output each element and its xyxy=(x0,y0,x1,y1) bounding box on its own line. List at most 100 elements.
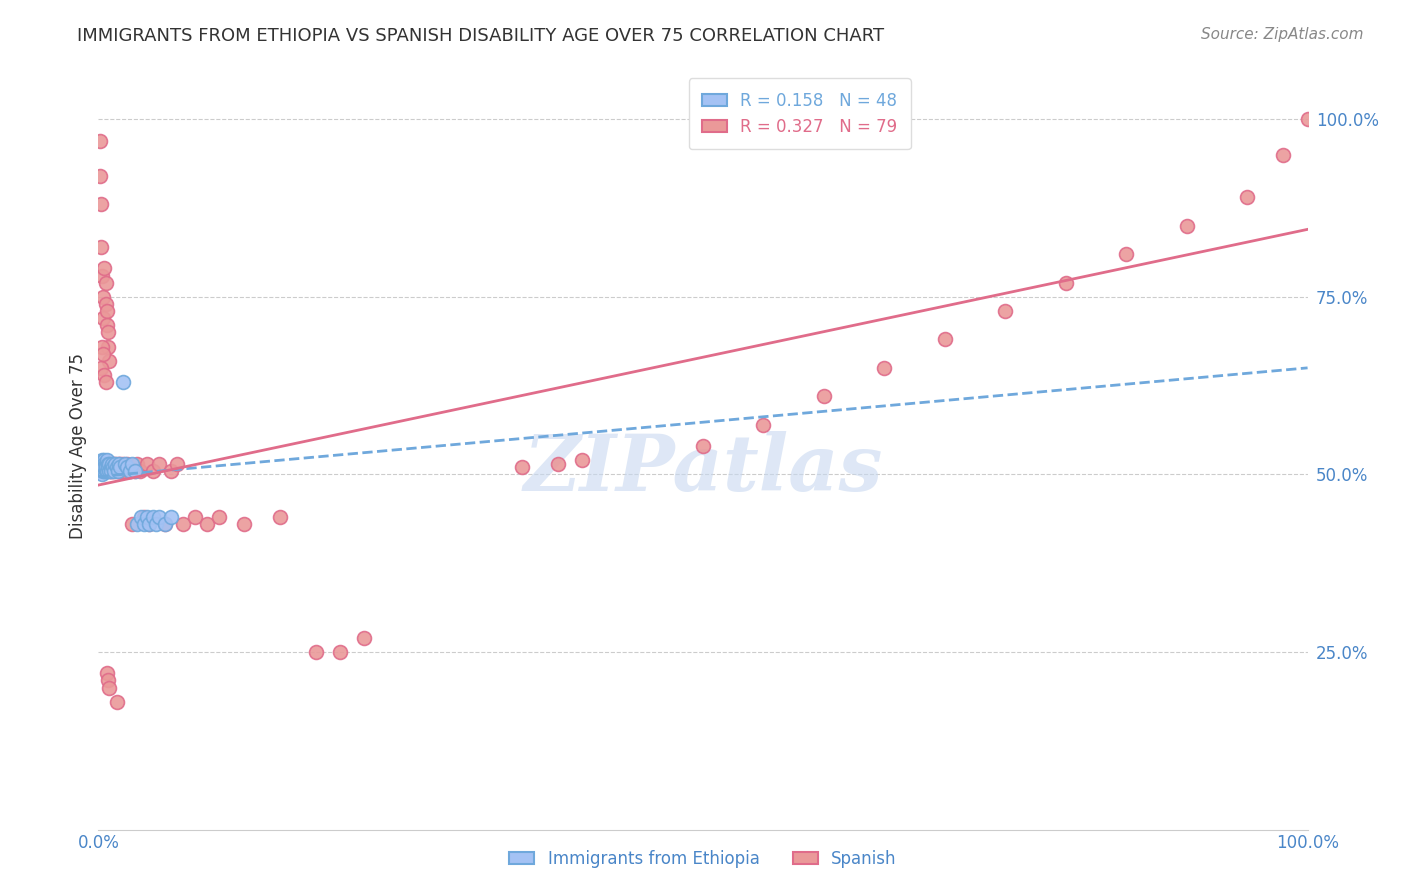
Legend: Immigrants from Ethiopia, Spanish: Immigrants from Ethiopia, Spanish xyxy=(503,844,903,875)
Legend: R = 0.158   N = 48, R = 0.327   N = 79: R = 0.158 N = 48, R = 0.327 N = 79 xyxy=(689,78,911,150)
Point xyxy=(91,453,114,467)
Point xyxy=(98,353,121,368)
Point xyxy=(96,304,118,318)
Point xyxy=(1236,190,1258,204)
Point xyxy=(89,460,111,475)
Point xyxy=(89,169,111,183)
Point xyxy=(108,457,131,471)
Point xyxy=(100,464,122,478)
Point xyxy=(98,464,121,478)
Point xyxy=(752,417,775,432)
Point xyxy=(135,457,157,471)
Point xyxy=(90,464,112,478)
Point xyxy=(97,673,120,688)
Point xyxy=(184,510,207,524)
Point xyxy=(100,457,122,471)
Point xyxy=(195,517,218,532)
Point xyxy=(138,517,160,532)
Point xyxy=(1054,276,1077,290)
Point xyxy=(93,464,115,478)
Point xyxy=(94,457,117,471)
Point xyxy=(124,464,146,478)
Point xyxy=(93,368,115,382)
Point xyxy=(101,460,124,475)
Point xyxy=(91,457,114,471)
Point xyxy=(329,645,352,659)
Point xyxy=(104,457,127,471)
Point xyxy=(94,464,117,478)
Point xyxy=(510,460,533,475)
Point xyxy=(90,197,112,211)
Point xyxy=(134,517,156,532)
Point xyxy=(93,464,115,478)
Point xyxy=(934,333,956,347)
Point xyxy=(101,457,124,471)
Point xyxy=(91,460,114,475)
Point xyxy=(94,297,117,311)
Point xyxy=(160,464,183,478)
Point xyxy=(90,240,112,254)
Point xyxy=(148,510,170,524)
Point xyxy=(172,517,194,532)
Point xyxy=(128,464,150,478)
Point xyxy=(118,464,141,478)
Point xyxy=(100,464,122,478)
Point xyxy=(96,666,118,681)
Point xyxy=(97,457,120,471)
Point xyxy=(94,460,117,475)
Point xyxy=(97,460,120,475)
Point xyxy=(91,467,114,482)
Point xyxy=(1272,148,1295,162)
Point xyxy=(100,464,122,478)
Point xyxy=(994,304,1017,318)
Point xyxy=(148,457,170,471)
Point xyxy=(98,681,121,695)
Point xyxy=(97,326,120,340)
Point xyxy=(100,457,122,471)
Point xyxy=(127,517,149,532)
Point xyxy=(105,460,128,475)
Point xyxy=(208,510,231,524)
Point xyxy=(100,460,122,475)
Point xyxy=(103,464,125,478)
Point xyxy=(117,460,139,475)
Point xyxy=(103,464,125,478)
Point xyxy=(129,510,152,524)
Point xyxy=(134,510,156,524)
Point xyxy=(692,439,714,453)
Text: IMMIGRANTS FROM ETHIOPIA VS SPANISH DISABILITY AGE OVER 75 CORRELATION CHART: IMMIGRANTS FROM ETHIOPIA VS SPANISH DISA… xyxy=(77,27,884,45)
Point xyxy=(98,464,121,478)
Point xyxy=(108,464,131,478)
Point xyxy=(108,460,131,475)
Point xyxy=(353,631,375,645)
Point xyxy=(93,261,115,276)
Point xyxy=(98,457,121,471)
Point xyxy=(91,268,114,283)
Point xyxy=(96,464,118,478)
Point xyxy=(813,389,835,403)
Point xyxy=(232,517,254,532)
Point xyxy=(111,375,134,389)
Point xyxy=(111,457,134,471)
Point xyxy=(94,375,117,389)
Point xyxy=(269,510,291,524)
Point xyxy=(94,276,117,290)
Point xyxy=(1115,247,1137,261)
Point xyxy=(1175,219,1198,233)
Text: ZIPatlas: ZIPatlas xyxy=(523,431,883,508)
Point xyxy=(93,460,115,475)
Point xyxy=(93,457,115,471)
Point xyxy=(107,457,129,471)
Point xyxy=(91,311,114,326)
Point xyxy=(127,457,149,471)
Point xyxy=(90,457,112,471)
Point xyxy=(96,453,118,467)
Point xyxy=(114,464,136,478)
Point xyxy=(91,464,114,478)
Point xyxy=(114,457,136,471)
Point xyxy=(138,517,160,532)
Text: Source: ZipAtlas.com: Source: ZipAtlas.com xyxy=(1201,27,1364,42)
Point xyxy=(135,510,157,524)
Point xyxy=(91,457,114,471)
Point xyxy=(142,510,165,524)
